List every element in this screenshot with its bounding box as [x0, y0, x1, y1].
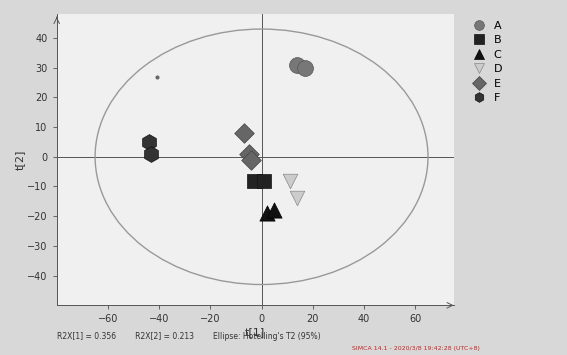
Point [260, 178, 269, 184]
Text: R2X[1] = 0.356        R2X[2] = 0.213        Ellipse: Hotelling's T2 (95%): R2X[1] = 0.356 R2X[2] = 0.213 Ellipse: H… [57, 332, 320, 341]
Point [270, 207, 279, 213]
Point [293, 62, 302, 67]
Point [301, 65, 310, 71]
Point [152, 74, 161, 80]
Point [293, 196, 302, 201]
Y-axis label: t[2]: t[2] [14, 149, 24, 170]
X-axis label: t[1]: t[1] [245, 327, 265, 337]
Point [249, 178, 259, 184]
Point [145, 139, 154, 145]
Point [239, 130, 248, 136]
Point [247, 157, 256, 163]
Point [244, 151, 253, 157]
Point [147, 151, 156, 157]
Point [285, 178, 294, 184]
Point [262, 211, 271, 216]
Text: SIMCA 14.1 - 2020/3/8 19:42:28 (UTC+8): SIMCA 14.1 - 2020/3/8 19:42:28 (UTC+8) [352, 346, 480, 351]
Legend: A, B, C, D, E, F: A, B, C, D, E, F [467, 20, 503, 104]
